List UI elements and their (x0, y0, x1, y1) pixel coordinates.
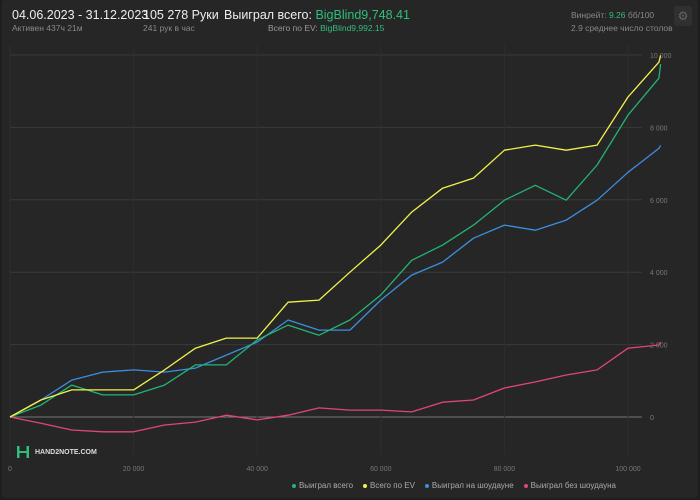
legend-item-ev[interactable]: Всего по EV (363, 481, 415, 490)
series-line-showdown (9, 145, 662, 418)
legend-dot (523, 483, 528, 488)
winrate: Винрейт: 9.26 бб/100 (571, 10, 654, 20)
legend-dot (424, 483, 429, 488)
x-tick-label: 60 000 (370, 466, 392, 473)
legend-item-won[interactable]: Выиграл всего (291, 481, 354, 490)
hands-count: 105 278 Руки (143, 8, 219, 22)
logo-icon (17, 446, 29, 458)
y-tick-label: 0 (650, 415, 654, 422)
ev-total: Всего по EV: BigBlind9,992.15 (268, 23, 384, 33)
active-time: Активен 437ч 21м (12, 23, 83, 33)
won-label: Выиграл всего: (224, 8, 312, 22)
hand2note-logo: HAND2NOTE.COM (16, 445, 97, 459)
logo-text: HAND2NOTE.COM (35, 448, 97, 456)
series-line-won (9, 64, 662, 418)
winrate-suffix: бб/100 (627, 10, 655, 20)
x-tick-label: 0 (8, 466, 12, 473)
x-tick-label: 20 000 (123, 466, 145, 473)
winrate-value: 9.26 (608, 10, 626, 20)
winrate-label: Винрейт: (571, 10, 607, 20)
y-tick-label: 6 000 (650, 198, 668, 205)
ev-label: Всего по EV: (268, 23, 318, 33)
y-tick-label: 4 000 (650, 270, 668, 277)
hands-per-hour: 241 рук в час (143, 23, 195, 33)
legend-label: Выиграл на шоудауне (431, 481, 514, 490)
won-value: BigBlind9,748.41 (315, 8, 410, 22)
legend-label: Выиграл всего (298, 481, 354, 490)
legend-item-nonshowdown[interactable]: Выиграл без шоудауна (523, 481, 616, 490)
stats-header: 04.06.2023 - 31.12.2023 Активен 437ч 21м… (2, 0, 698, 38)
gear-icon[interactable]: ⚙ (674, 6, 692, 26)
chart-legend: Выиграл всего Всего по EV Выиграл на шоу… (291, 481, 616, 490)
legend-label: Всего по EV (370, 481, 415, 490)
legend-item-showdown[interactable]: Выиграл на шоудауне (424, 481, 514, 490)
legend-dot (291, 483, 296, 488)
x-tick-label: 40 000 (246, 466, 268, 473)
avg-tables: 2.9 среднее число столов (571, 23, 673, 33)
y-tick-label: 8 000 (650, 125, 668, 132)
won-total: Выиграл всего: BigBlind9,748.41 (224, 8, 410, 22)
legend-dot (363, 483, 368, 488)
series-line-nonshowdown (9, 341, 662, 433)
series-line-ev (9, 55, 662, 418)
date-range[interactable]: 04.06.2023 - 31.12.2023 (12, 8, 149, 22)
legend-label: Выиграл без шоудауна (530, 481, 616, 490)
y-tick-label: 2 000 (650, 343, 668, 350)
x-tick-label: 100 000 (615, 466, 640, 473)
ev-value: BigBlind9,992.15 (320, 23, 385, 33)
x-tick-label: 80 000 (494, 466, 516, 473)
